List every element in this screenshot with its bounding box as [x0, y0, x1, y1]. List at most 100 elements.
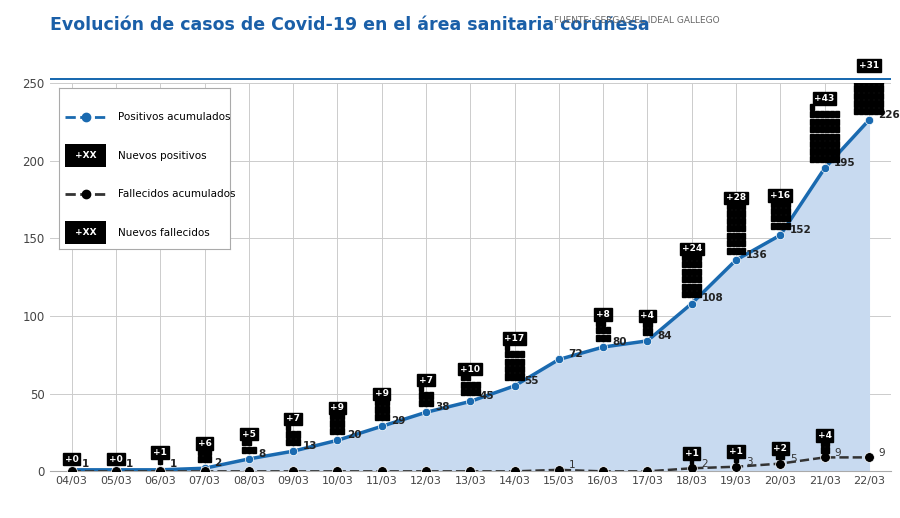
Bar [461, 382, 464, 388]
Bar [781, 208, 785, 214]
Bar [286, 439, 290, 445]
Bar [682, 291, 686, 297]
Bar [424, 400, 428, 406]
Bar [692, 291, 697, 297]
Text: 55: 55 [525, 376, 539, 385]
Bar [606, 335, 610, 341]
Bar [810, 111, 814, 118]
Text: 3: 3 [746, 457, 752, 467]
Bar [777, 454, 779, 459]
Text: +17: +17 [504, 334, 525, 343]
Bar [242, 439, 246, 445]
Bar [732, 233, 735, 239]
Bar [830, 119, 834, 125]
Bar [825, 141, 829, 147]
Bar [835, 126, 839, 132]
Bar [810, 134, 814, 140]
Bar [726, 218, 731, 224]
Bar [869, 78, 873, 84]
Bar [330, 413, 335, 419]
Bar [736, 203, 741, 209]
Bar [879, 100, 883, 107]
Bar [874, 93, 878, 99]
Text: 29: 29 [392, 416, 406, 426]
Bar [815, 126, 819, 132]
Bar [736, 218, 741, 224]
Bar [742, 233, 745, 239]
Bar [726, 233, 731, 239]
Bar [380, 414, 383, 420]
Text: +7: +7 [286, 414, 300, 423]
Text: Evolución de casos de Covid-19 en el área sanitaria coruñesa: Evolución de casos de Covid-19 en el áre… [50, 16, 649, 34]
Bar [854, 85, 859, 92]
Bar [732, 248, 735, 254]
Bar [510, 366, 514, 372]
Bar [820, 134, 824, 140]
Bar [821, 441, 824, 446]
Text: +4: +4 [641, 311, 654, 321]
Text: +9: +9 [374, 390, 389, 398]
Text: +2: +2 [773, 444, 788, 453]
Bar [726, 210, 731, 217]
Bar [692, 284, 697, 290]
Bar [688, 291, 691, 297]
Bar [786, 223, 789, 229]
Bar [821, 448, 824, 453]
Bar [698, 261, 701, 267]
Bar [810, 119, 814, 125]
Bar [505, 351, 509, 357]
Text: 1: 1 [81, 459, 88, 469]
Bar [505, 358, 509, 365]
Bar [336, 428, 339, 434]
Bar [510, 373, 514, 380]
Text: 136: 136 [746, 250, 768, 260]
Bar [698, 284, 701, 290]
Bar [515, 351, 519, 357]
Bar [643, 321, 647, 327]
Bar [780, 454, 784, 459]
Bar [682, 254, 686, 260]
Text: 20: 20 [347, 430, 362, 440]
Bar [854, 93, 859, 99]
Text: +XX: +XX [75, 151, 96, 160]
Text: +9: +9 [330, 404, 345, 412]
Bar [601, 335, 605, 341]
Bar [419, 385, 423, 391]
Bar [742, 218, 745, 224]
Bar [330, 421, 335, 427]
Text: 80: 80 [613, 337, 627, 347]
Bar [776, 215, 779, 222]
Bar [815, 141, 819, 147]
Bar [810, 149, 814, 155]
Bar [770, 208, 775, 214]
Text: +1: +1 [729, 447, 742, 456]
Bar [384, 407, 389, 413]
Bar [461, 389, 464, 395]
Bar [692, 261, 697, 267]
Bar [601, 327, 605, 334]
Bar [682, 269, 686, 275]
Text: +24: +24 [681, 244, 702, 253]
Bar [505, 373, 509, 380]
Bar [734, 457, 738, 462]
Bar [776, 223, 779, 229]
Bar [515, 366, 519, 372]
Bar [466, 389, 470, 395]
Text: Positivos acumulados: Positivos acumulados [119, 112, 230, 122]
Bar [736, 248, 741, 254]
Bar [869, 108, 873, 114]
Bar [340, 413, 345, 419]
Bar [835, 134, 839, 140]
Bar [825, 119, 829, 125]
Bar [776, 208, 779, 214]
Bar [820, 156, 824, 162]
Bar [424, 393, 428, 399]
Bar [726, 203, 731, 209]
Bar [374, 414, 379, 420]
Bar [736, 240, 741, 247]
Bar [732, 240, 735, 247]
Text: 195: 195 [834, 158, 856, 168]
Text: 13: 13 [302, 441, 318, 451]
Bar [419, 400, 423, 406]
Bar [520, 366, 524, 372]
